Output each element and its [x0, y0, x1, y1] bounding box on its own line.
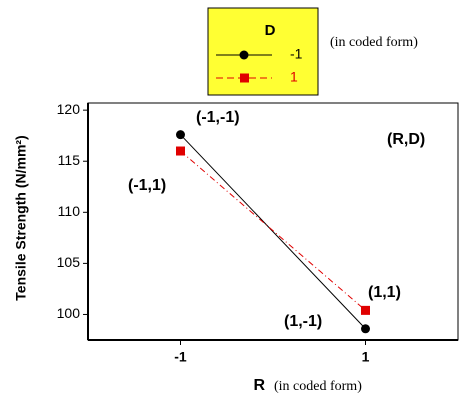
annotation: (1,1)	[368, 284, 401, 301]
series-line	[180, 150, 366, 311]
legend-title: D	[265, 22, 276, 39]
marker	[176, 130, 185, 140]
x-tick-label: -1	[174, 349, 187, 365]
legend-marker	[240, 73, 249, 83]
x-tick-label: 1	[362, 349, 370, 365]
annotation: (-1,-1)	[196, 109, 240, 126]
annotation: (1,-1)	[284, 313, 322, 330]
legend-note: (in coded form)	[330, 35, 418, 50]
legend-label: -1	[290, 46, 303, 62]
marker	[361, 324, 370, 334]
y-tick-label: 100	[57, 305, 81, 321]
y-tick-label: 105	[57, 254, 81, 270]
legend-box	[207, 7, 319, 96]
series-line	[180, 134, 366, 330]
y-label: Tensile Strength (N/mm²)	[13, 135, 29, 300]
annotation: (-1,1)	[128, 177, 166, 194]
marker	[176, 146, 185, 156]
legend-label: 1	[290, 69, 298, 85]
x-label-note: (in coded form)	[274, 379, 362, 394]
x-label: R	[253, 377, 265, 394]
marker	[361, 305, 370, 315]
y-tick-label: 115	[58, 152, 81, 168]
y-tick-label: 110	[58, 203, 81, 219]
annotation: (R,D)	[387, 131, 425, 148]
y-tick-label: 120	[57, 101, 81, 117]
legend-marker	[239, 50, 249, 60]
